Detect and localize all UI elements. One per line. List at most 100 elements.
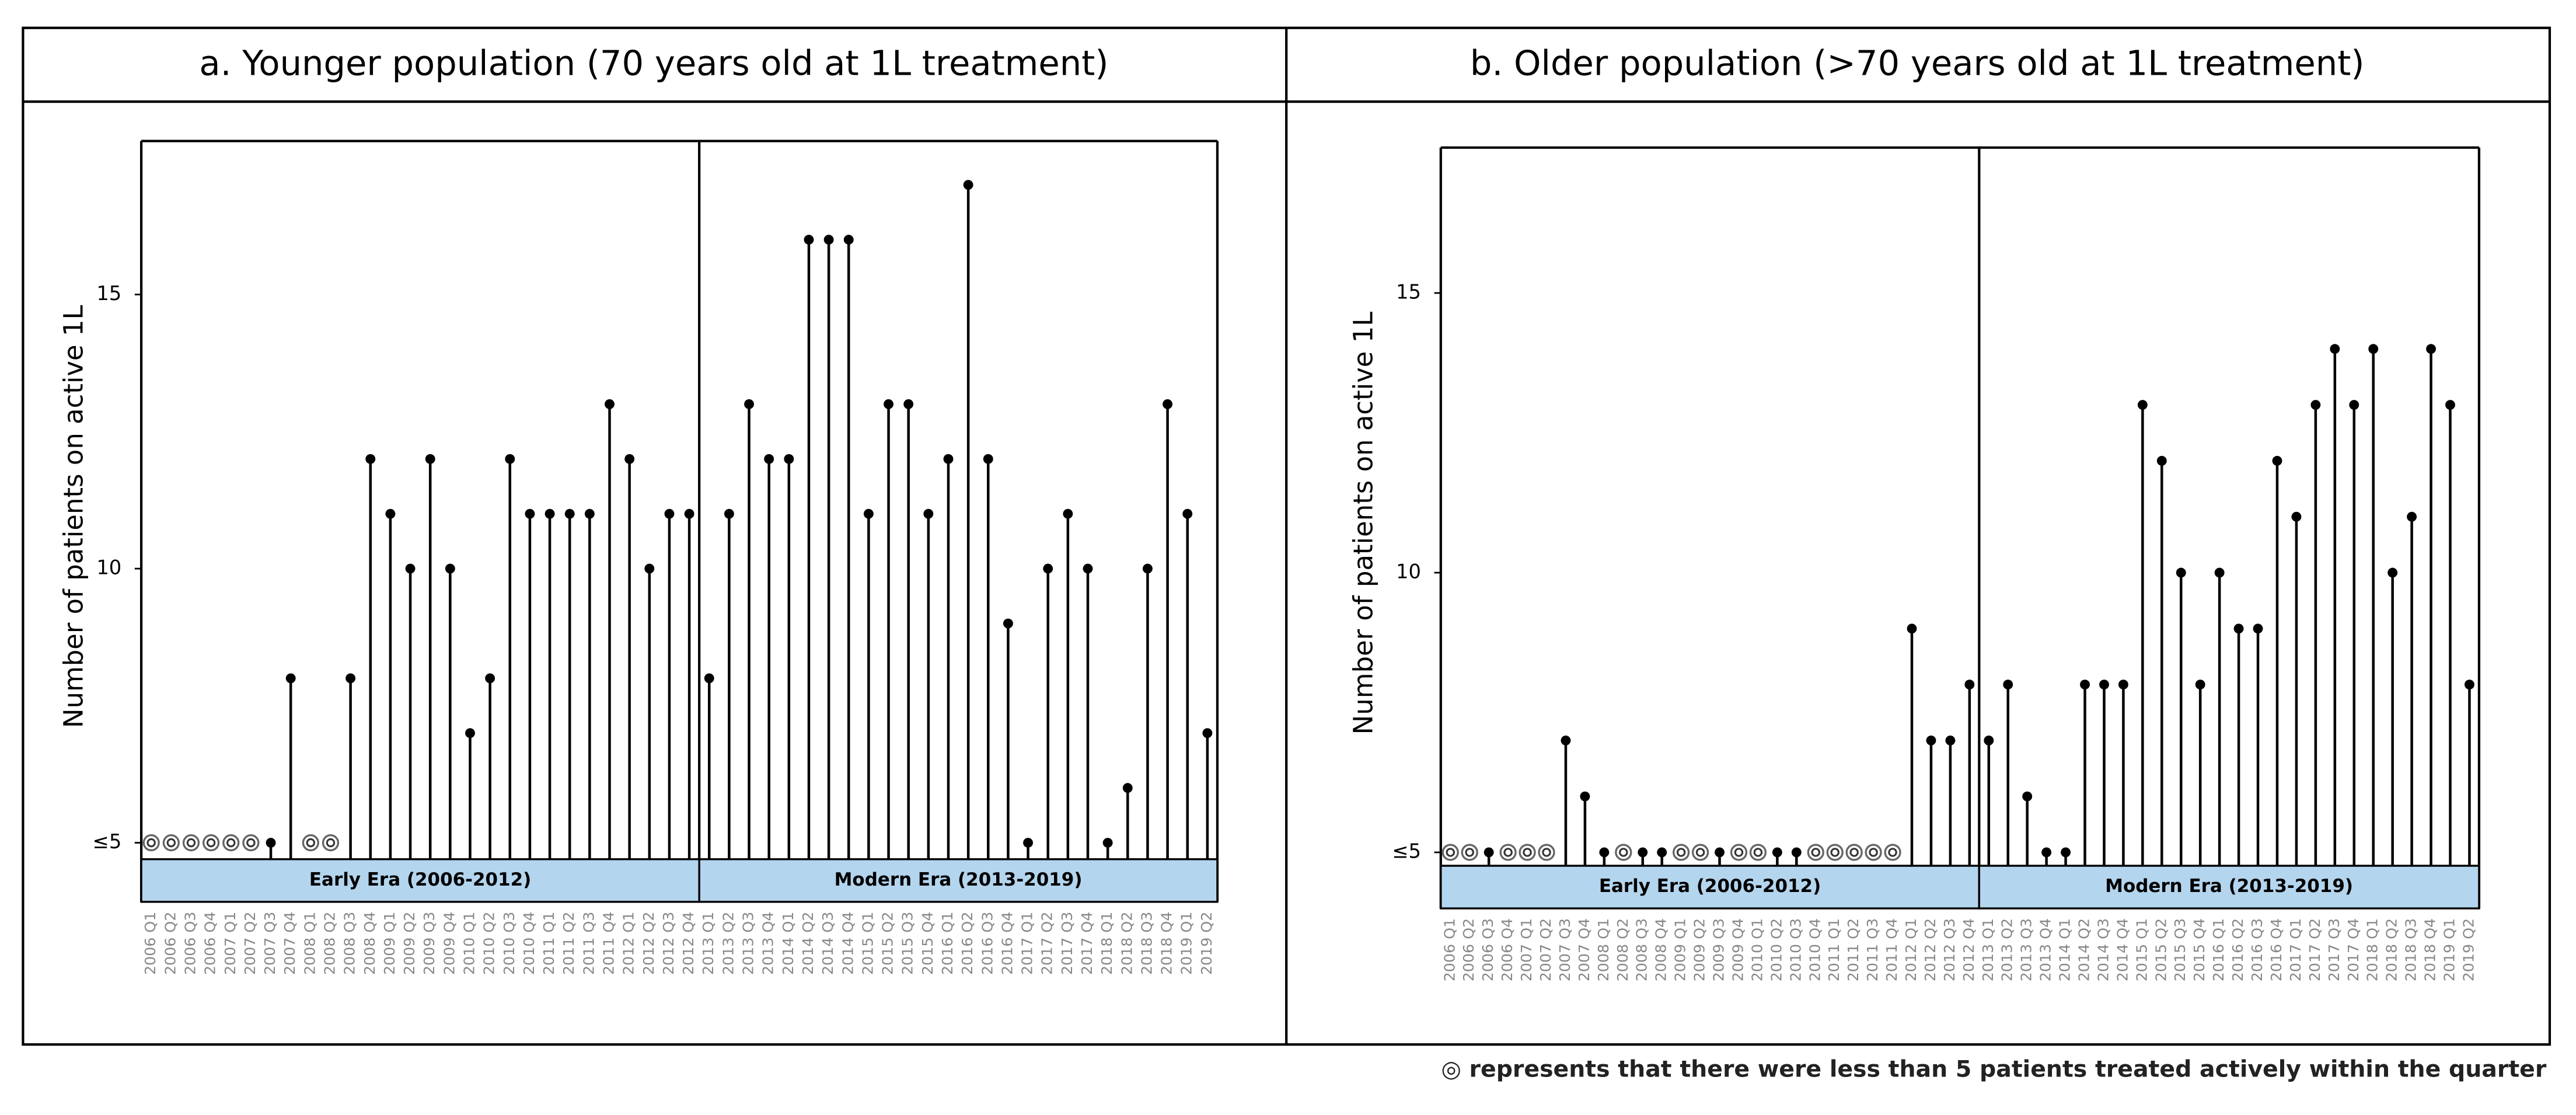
x-tick-label: 2009 Q2 — [401, 912, 418, 975]
x-tick-label: 2011 Q4 — [600, 912, 617, 975]
era-label: Early Era (2006-2012) — [309, 869, 531, 890]
lollipop-dot — [2272, 455, 2282, 466]
suppressed-marker — [1461, 844, 1478, 861]
era-label: Early Era (2006-2012) — [1599, 876, 1821, 897]
x-tick-label: 2013 Q1 — [700, 912, 717, 975]
lollipop-dot — [544, 508, 555, 519]
x-tick-label: 2018 Q3 — [1138, 912, 1155, 975]
x-tick-label: 2009 Q1 — [381, 912, 398, 975]
lollipop-dot — [963, 180, 973, 190]
lollipop-dot — [2195, 680, 2205, 690]
x-tick-label: 2012 Q2 — [1922, 918, 1939, 981]
y-tick-label: 10 — [1396, 560, 1421, 583]
lollipop-dot — [345, 673, 356, 684]
lollipop-dot — [465, 728, 475, 738]
suppressed-marker-core — [1734, 848, 1744, 857]
lollipop-dot — [2099, 680, 2109, 690]
y-tick-label: ≤5 — [1392, 840, 1421, 863]
lollipop-dot — [843, 235, 854, 245]
lollipop-dot — [1202, 728, 1213, 738]
lollipop-dot — [1599, 847, 1610, 858]
lollipop-dot — [1484, 847, 1494, 858]
era-band — [1440, 865, 1980, 910]
lollipop-dot — [605, 399, 615, 409]
x-tick-label: 2010 Q1 — [1748, 918, 1765, 981]
x-tick-label: 2017 Q3 — [1059, 912, 1076, 975]
suppressed-marker-core — [1523, 848, 1532, 857]
x-tick-label: 2006 Q3 — [1479, 918, 1496, 981]
era-label: Modern Era (2013-2019) — [2105, 876, 2353, 897]
x-tick-label: 2008 Q3 — [341, 912, 358, 975]
x-tick-label: 2019 Q2 — [2460, 918, 2477, 981]
lollipop-dot — [903, 399, 914, 409]
x-tick-label: 2008 Q3 — [1633, 918, 1650, 981]
lollipop-dot — [1163, 399, 1173, 409]
x-tick-label: 2016 Q4 — [999, 912, 1015, 975]
lollipop-dot — [2291, 511, 2302, 522]
suppressed-marker-core — [1695, 848, 1705, 857]
x-tick-label: 2011 Q4 — [1883, 918, 1900, 981]
lollipop-dot — [724, 508, 734, 519]
x-tick-label: 2013 Q2 — [1999, 918, 2016, 981]
lollipop-dot — [2214, 567, 2225, 578]
x-tick-label: 2018 Q3 — [2403, 918, 2420, 981]
suppressed-marker — [1749, 844, 1767, 861]
x-tick-label: 2006 Q3 — [181, 912, 198, 975]
lollipop-dot — [2310, 400, 2321, 410]
lollipop-dot — [744, 399, 754, 409]
x-tick-label: 2014 Q4 — [2114, 918, 2131, 981]
x-tick-label: 2009 Q2 — [1691, 918, 1708, 981]
x-tick-label: 2007 Q4 — [281, 912, 298, 975]
lollipop-dot — [1083, 563, 1093, 574]
suppressed-marker — [222, 834, 240, 852]
lollipop-dot — [923, 508, 934, 519]
y-tick-label: ≤5 — [93, 830, 122, 853]
x-tick-label: 2008 Q2 — [1614, 918, 1631, 981]
x-tick-label: 2017 Q3 — [2326, 918, 2343, 981]
suppressed-marker-core — [1753, 848, 1763, 857]
suppressed-marker-core — [1849, 848, 1859, 857]
lollipop-dot — [2368, 344, 2379, 354]
lollipop-dot — [2349, 400, 2359, 410]
x-tick-label: 2013 Q3 — [2018, 918, 2035, 981]
x-tick-label: 2017 Q1 — [2287, 918, 2304, 981]
x-tick-label: 2015 Q2 — [879, 912, 896, 975]
y-tick-label: 10 — [96, 556, 121, 579]
x-tick-label: 2014 Q1 — [780, 912, 797, 975]
x-tick-label: 2016 Q3 — [2249, 918, 2266, 981]
x-tick-label: 2015 Q2 — [2152, 918, 2169, 981]
x-tick-label: 2017 Q4 — [1078, 912, 1095, 975]
lollipop-dot — [1984, 736, 1994, 745]
x-tick-label: 2010 Q2 — [481, 912, 498, 975]
suppressed-marker-core — [1830, 848, 1839, 857]
suppressed-marker-core — [1676, 848, 1686, 857]
x-tick-label: 2014 Q2 — [2075, 918, 2092, 981]
x-tick-label: 2014 Q1 — [2057, 918, 2074, 981]
lollipop-dot — [1715, 847, 1725, 858]
lollipop-dot — [823, 235, 834, 245]
x-tick-label: 2016 Q4 — [2268, 918, 2285, 981]
lollipop-dot — [884, 399, 893, 409]
x-tick-label: 2011 Q3 — [1864, 918, 1881, 981]
x-tick-label: 2015 Q3 — [899, 912, 916, 975]
lollipop-dot — [564, 508, 575, 519]
y-tick-label: 15 — [96, 282, 121, 305]
x-tick-label: 2015 Q1 — [859, 912, 876, 975]
x-tick-label: 2007 Q2 — [1537, 918, 1554, 981]
suppressed-marker-core — [146, 838, 156, 848]
x-tick-label: 2006 Q2 — [1460, 918, 1477, 981]
suppressed-marker-core — [206, 838, 216, 848]
lollipop-dot — [2061, 847, 2071, 858]
x-tick-label: 2018 Q1 — [2364, 918, 2381, 981]
x-tick-label: 2013 Q4 — [2037, 918, 2054, 981]
suppressed-marker-core — [1446, 848, 1455, 857]
x-tick-label: 2010 Q4 — [521, 912, 537, 975]
lollipop-dot — [664, 508, 675, 519]
suppressed-marker — [1519, 844, 1536, 861]
lollipop-dot — [1772, 847, 1782, 858]
lollipop-dot — [505, 454, 515, 464]
suppressed-marker — [1672, 844, 1690, 861]
x-tick-label: 2016 Q3 — [979, 912, 996, 975]
suppressed-marker — [1865, 844, 1882, 861]
lollipop-dot — [1063, 508, 1073, 519]
